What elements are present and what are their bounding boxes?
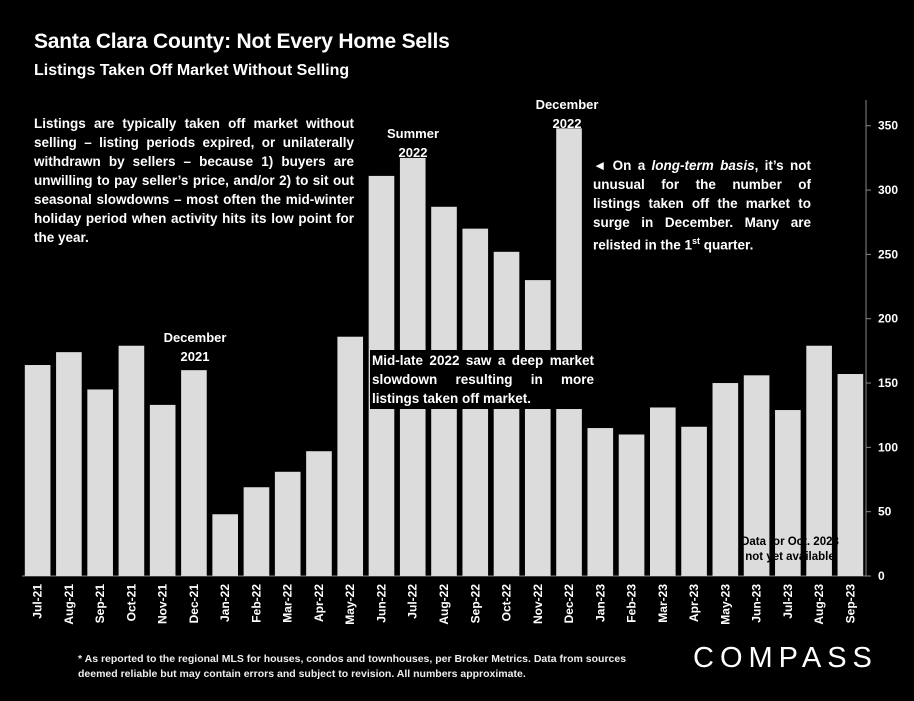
x-tick-label: Jul-23: [781, 584, 795, 619]
footnote: * As reported to the regional MLS for ho…: [78, 653, 627, 680]
y-tick-label: 200: [878, 312, 898, 326]
summer-2022-label-line2: 2022: [398, 145, 428, 160]
x-tick-label: Jan-22: [218, 584, 232, 622]
bar: [712, 383, 739, 576]
y-tick-label: 350: [878, 119, 898, 133]
x-tick-label: Sep-23: [843, 584, 857, 624]
long-term-note-mid: , it’s not unusual for the number of lis…: [593, 158, 811, 253]
x-tick-label: Jun-22: [374, 584, 388, 623]
x-tick-label: Jul-21: [31, 584, 45, 619]
x-tick-label: Sep-21: [93, 584, 107, 624]
dec-2021-label: December 2021: [152, 328, 238, 366]
no-data-note: Data for Oct. 2023 not yet available: [736, 535, 844, 565]
bar: [524, 280, 551, 576]
x-tick-label: Nov-21: [156, 584, 170, 624]
bar: [743, 375, 770, 576]
slowdown-note: Mid-late 2022 saw a deep market slowdown…: [370, 350, 596, 409]
bar: [181, 370, 207, 576]
x-tick-label: Aug-21: [62, 584, 76, 625]
y-tick-label: 300: [878, 183, 898, 197]
bar: [243, 487, 270, 576]
bar: [681, 426, 707, 576]
bar: [212, 514, 239, 576]
explanation-note: Listings are typically taken off market …: [34, 116, 354, 245]
x-tick-label: Jun-23: [750, 584, 764, 623]
x-tick-label: Mar-22: [281, 584, 295, 623]
x-tick-label: Nov-22: [531, 584, 545, 624]
x-tick-label: Sep-22: [468, 584, 482, 624]
bar: [337, 336, 364, 576]
x-tick-label: Feb-22: [249, 584, 263, 623]
dec-2022-label-line2: 2022: [552, 116, 582, 131]
dec-2022-label: December 2022: [524, 95, 610, 133]
bar: [587, 428, 614, 576]
no-data-note-line2: not yet available: [745, 551, 835, 563]
bar: [274, 471, 301, 576]
bar: [118, 345, 145, 576]
bar: [806, 345, 832, 576]
x-tick-label: Feb-23: [625, 584, 639, 623]
bar: [837, 374, 864, 576]
x-tick-label: Oct-22: [500, 584, 514, 622]
bar: [24, 365, 51, 576]
x-tick-label: May-23: [718, 584, 732, 625]
dec-2021-label-line2: 2021: [180, 349, 210, 364]
chart-title: Santa Clara County: Not Every Home Sells: [34, 30, 450, 53]
chart-subtitle: Listings Taken Off Market Without Sellin…: [34, 62, 350, 79]
x-tick-label: Apr-22: [312, 584, 326, 622]
long-term-note-sup: st: [692, 236, 701, 246]
bar: [649, 407, 676, 576]
x-tick-label: Dec-21: [187, 584, 201, 624]
x-tick-label: May-22: [343, 584, 357, 625]
left-arrow-icon: ◄: [593, 158, 607, 173]
y-tick-label: 0: [878, 569, 885, 583]
x-tick-label: Oct-21: [124, 584, 138, 622]
long-term-note-pre: On a: [606, 158, 652, 173]
no-data-note-line1: Data for Oct. 2023: [741, 536, 839, 548]
bar: [493, 251, 520, 576]
y-tick-label: 250: [878, 247, 898, 261]
long-term-note-italic: long-term basis: [651, 158, 755, 173]
x-tick-label: Aug-22: [437, 584, 451, 625]
bar: [149, 404, 176, 576]
compass-logo: COMPASS: [693, 642, 878, 674]
long-term-note: ◄ On a long-term basis, it’s not unusual…: [593, 156, 811, 255]
summer-2022-label-line1: Summer: [386, 126, 440, 141]
x-tick-label: Aug-23: [812, 584, 826, 625]
dec-2022-label-line1: December: [535, 97, 599, 112]
bar: [775, 410, 801, 576]
bar: [56, 352, 82, 576]
y-tick-label: 150: [878, 376, 898, 390]
dec-2021-label-line1: December: [163, 330, 227, 345]
x-tick-label: Apr-23: [687, 584, 701, 622]
x-tick-label: Jul-22: [406, 584, 420, 619]
y-tick-label: 100: [878, 440, 898, 454]
bar: [87, 389, 113, 576]
x-tick-label: Jan-23: [593, 584, 607, 622]
bar: [618, 434, 645, 576]
summer-2022-label: Summer 2022: [370, 124, 456, 162]
long-term-note-post: quarter.: [700, 237, 754, 253]
x-tick-label: Dec-22: [562, 584, 576, 624]
bar: [306, 451, 332, 576]
x-tick-label: Mar-23: [656, 584, 670, 623]
y-tick-label: 50: [878, 505, 892, 519]
